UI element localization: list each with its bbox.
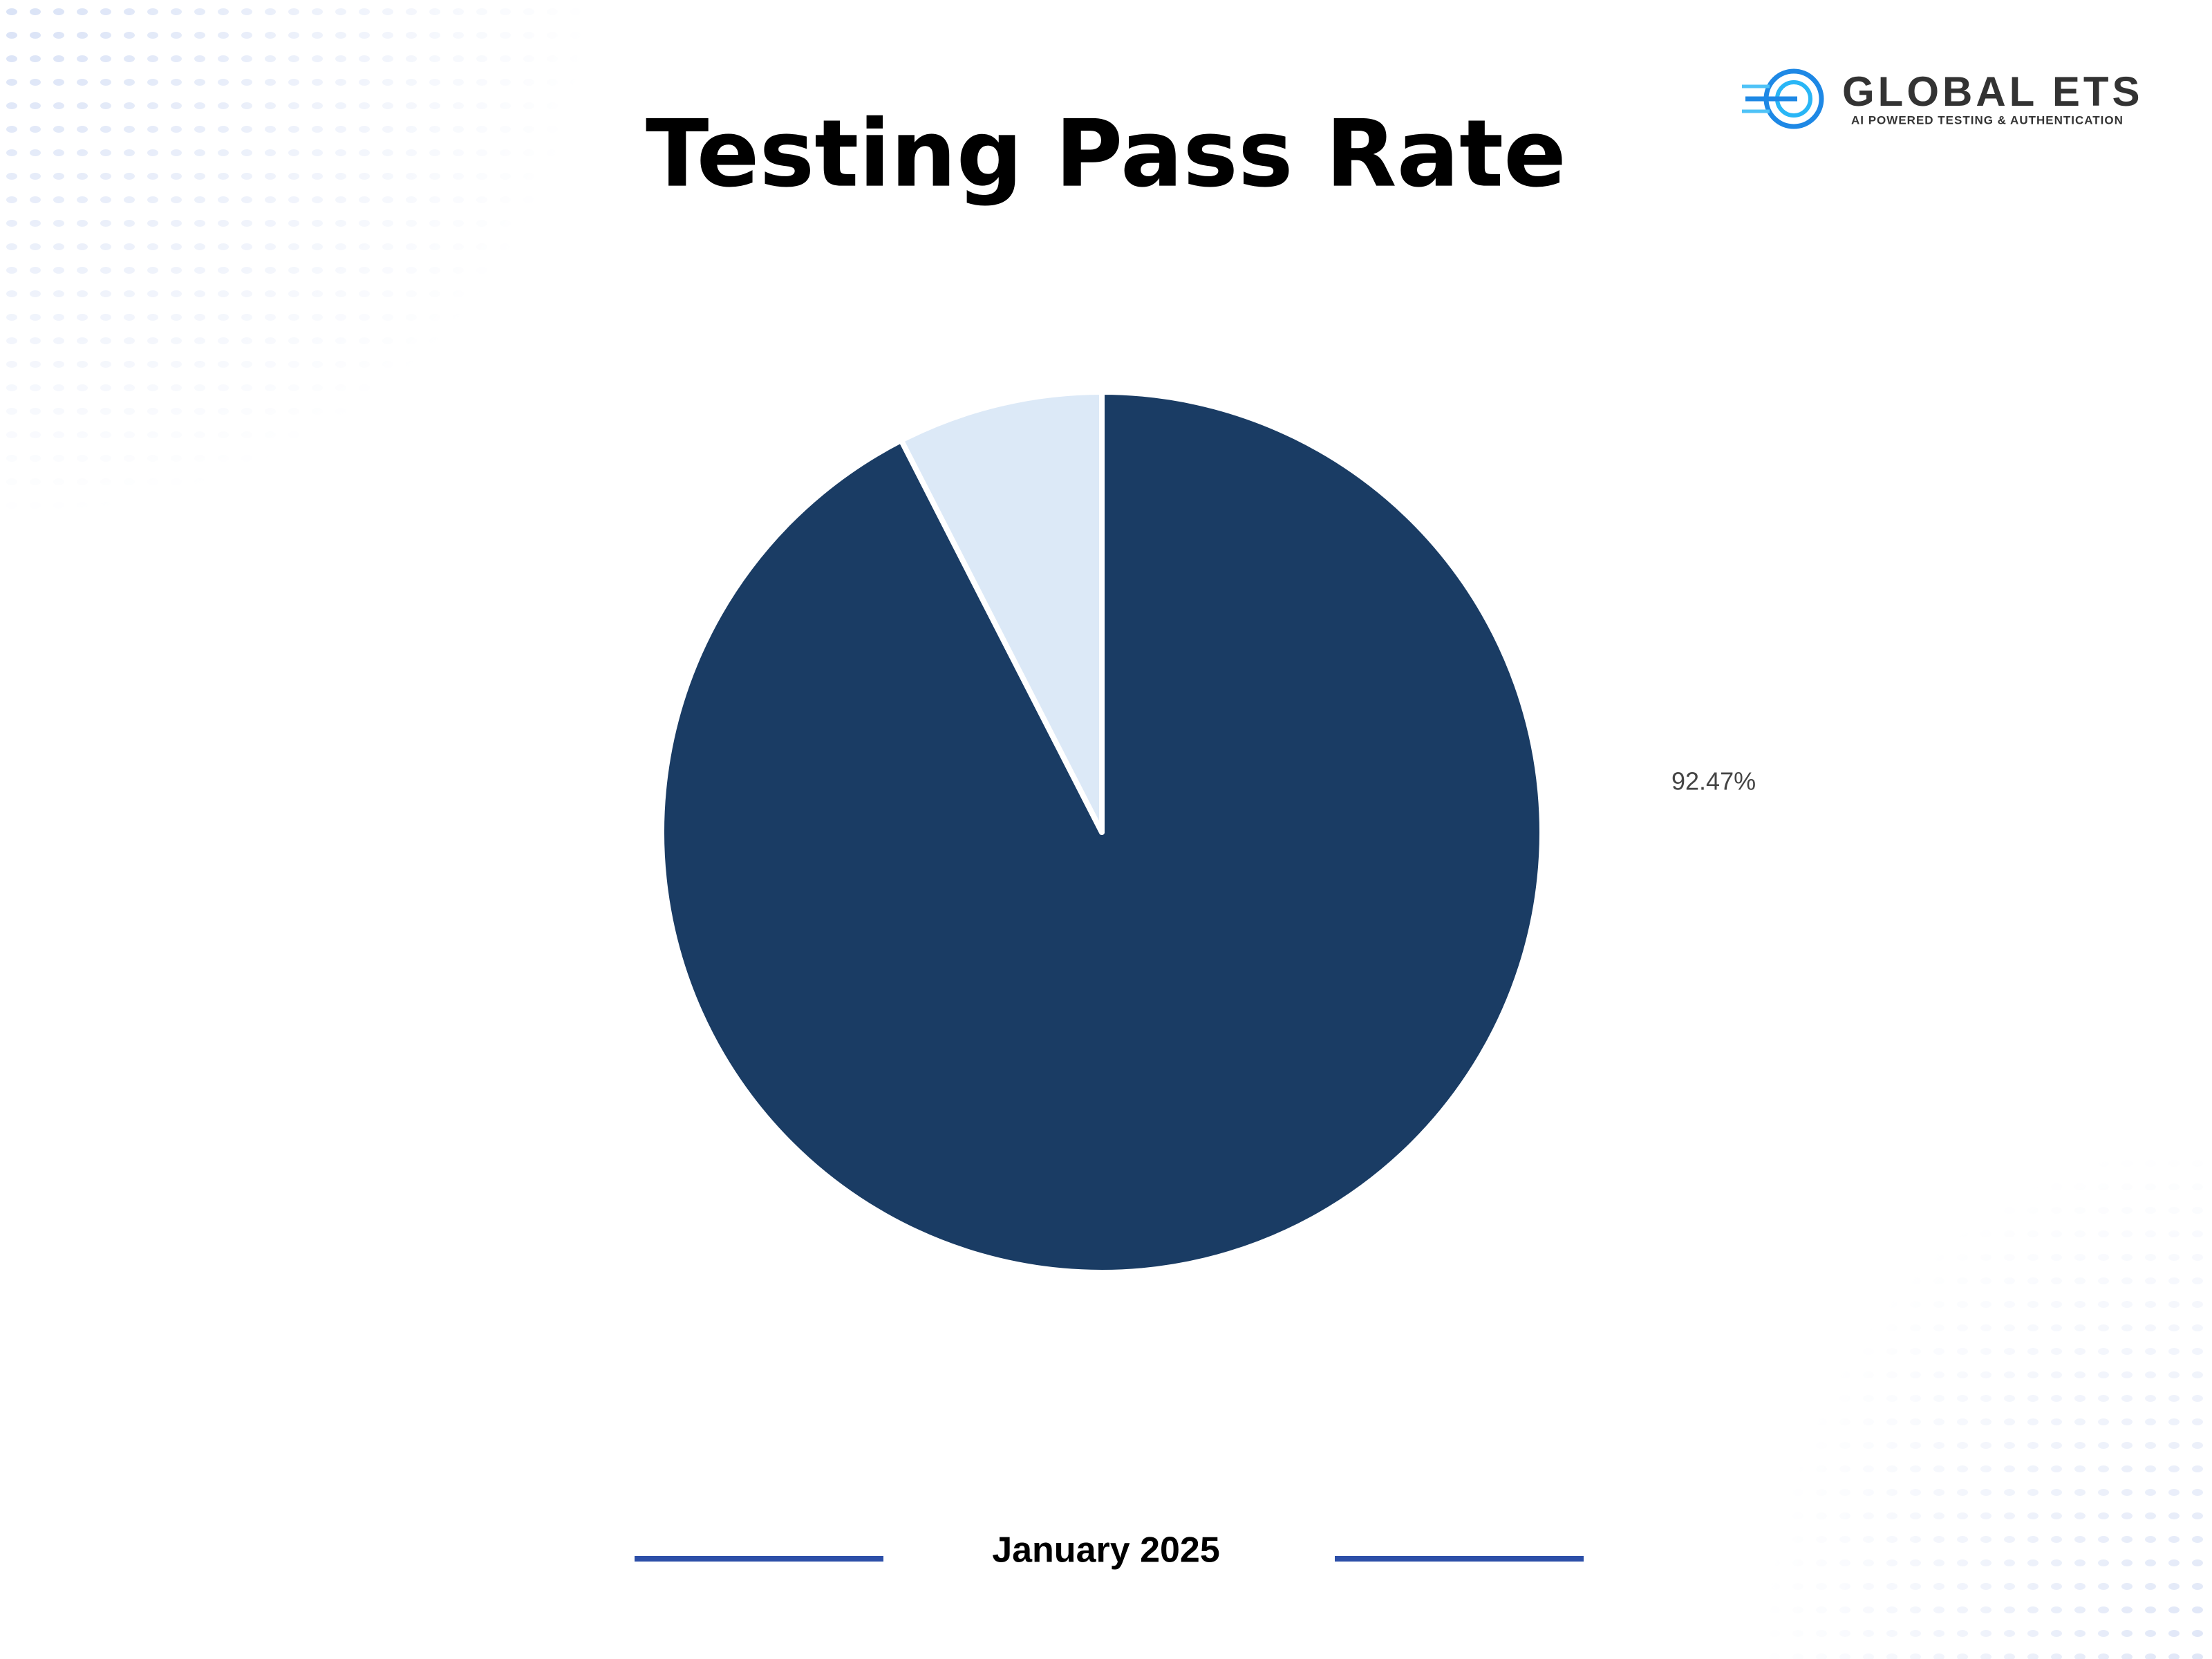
pie-slice [898, 389, 1105, 835]
chart-title: Testing Pass Rate [646, 100, 1566, 208]
logo-name: GLOBAL ETS [1842, 68, 2144, 115]
footer-date: January 2025 [992, 1530, 1220, 1571]
logo: GLOBAL ETS AI POWERED TESTING & AUTHENTI… [1742, 68, 2144, 129]
logo-tagline: AI POWERED TESTING & AUTHENTICATION [1851, 113, 2124, 126]
data-label: 92.47% [1671, 767, 1756, 796]
pie [659, 389, 1545, 1275]
